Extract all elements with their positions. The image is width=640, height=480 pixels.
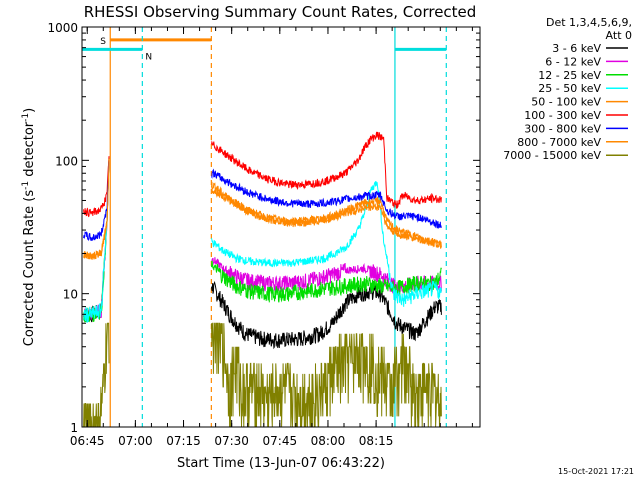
flag-labels: SN xyxy=(100,37,152,62)
x-tick-label: 07:00 xyxy=(118,434,153,448)
plot-frame xyxy=(81,26,481,428)
chart-title: RHESSI Observing Summary Count Rates, Co… xyxy=(84,3,477,21)
x-tick-label: 07:15 xyxy=(166,434,201,448)
y-tick-label: 1 xyxy=(70,421,78,435)
y-axis-label-mid: detector xyxy=(22,121,37,181)
series-12-25-kev-line xyxy=(83,157,442,323)
saa-flag-label: S xyxy=(100,37,106,47)
legend-label: 50 - 100 keV xyxy=(531,96,601,109)
series-6-12-kev-line xyxy=(83,159,442,322)
x-tick-label: 06:45 xyxy=(70,434,105,448)
x-tick-label: 07:45 xyxy=(263,434,298,448)
legend-label: 100 - 300 keV xyxy=(524,109,601,122)
y-tick-label: 100 xyxy=(55,154,78,168)
y-axis-label-sup1: -1 xyxy=(21,181,31,190)
legend-header-line1: Det 1,3,4,5,6,9, xyxy=(546,16,632,29)
x-axis: 06:45 07:00 07:15 07:30 07:45 08:00 08:15 xyxy=(70,27,473,448)
series-7000-15000-kev-line xyxy=(83,322,442,427)
x-tick-label: 07:30 xyxy=(214,434,249,448)
y-axis-label-main: Corrected Count Rate (s xyxy=(22,190,37,347)
y-tick-label: 10 xyxy=(63,288,78,302)
y-tick-label: 1000 xyxy=(47,21,78,35)
footer-date: 15-Oct-2021 17:21 xyxy=(558,467,634,476)
series-800-7000-kev-line xyxy=(83,158,442,260)
x-tick-label: 08:15 xyxy=(359,434,394,448)
legend-label: 300 - 800 keV xyxy=(524,122,601,135)
series-300-800-kev-line xyxy=(83,159,442,242)
legend-label: 25 - 50 keV xyxy=(538,82,601,95)
series-layer xyxy=(83,131,442,427)
series-100-300-kev-line xyxy=(83,131,442,218)
legend-label: 7000 - 15000 keV xyxy=(503,149,601,162)
series-25-50-kev-line xyxy=(83,161,442,323)
y-axis-label-sup2: -1 xyxy=(21,113,31,122)
legend-label: 6 - 12 keV xyxy=(545,55,601,68)
series-3-6-kev-line xyxy=(83,160,442,350)
y-axis-label-end: ) xyxy=(22,108,37,113)
y-axis-label: Corrected Count Rate (s-1 detector-1) xyxy=(21,108,37,346)
legend-label: 800 - 7000 keV xyxy=(517,136,601,149)
legend-label: 3 - 6 keV xyxy=(552,42,601,55)
legend-header-line2: Att 0 xyxy=(606,29,632,42)
night-flag-label: N xyxy=(145,52,152,62)
legend-label: 12 - 25 keV xyxy=(538,69,601,82)
x-tick-label: 08:00 xyxy=(311,434,346,448)
y-axis: 1 10 100 1000 xyxy=(47,21,480,435)
x-axis-label: Start Time (13-Jun-07 06:43:22) xyxy=(177,456,385,471)
